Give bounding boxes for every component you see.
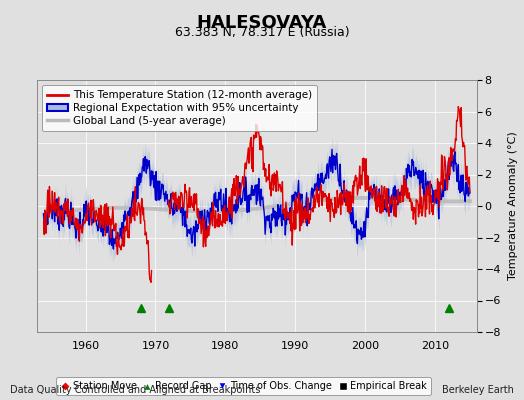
Text: 63.383 N, 78.317 E (Russia): 63.383 N, 78.317 E (Russia) <box>174 26 350 39</box>
Text: HALESOVAYA: HALESOVAYA <box>197 14 327 32</box>
Text: Berkeley Earth: Berkeley Earth <box>442 385 514 395</box>
Text: Data Quality Controlled and Aligned at Breakpoints: Data Quality Controlled and Aligned at B… <box>10 385 261 395</box>
Legend: Station Move, Record Gap, Time of Obs. Change, Empirical Break: Station Move, Record Gap, Time of Obs. C… <box>56 378 431 395</box>
Y-axis label: Temperature Anomaly (°C): Temperature Anomaly (°C) <box>508 132 518 280</box>
